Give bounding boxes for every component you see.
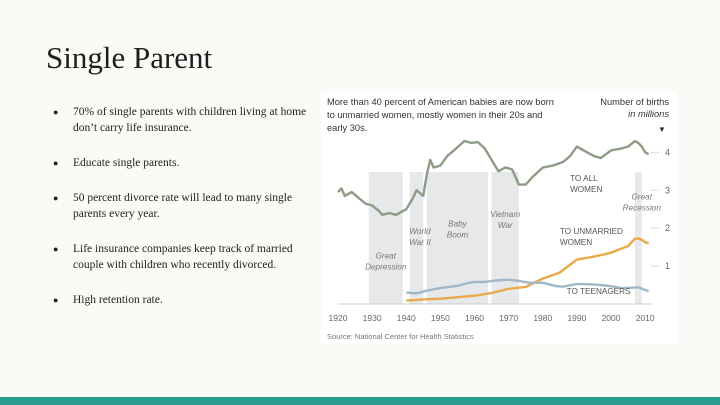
chart-title-line: early 30s. xyxy=(327,123,367,133)
x-tick-label: 1920 xyxy=(329,313,348,323)
bullet-text: 50 percent divorce rate will lead to man… xyxy=(73,192,293,220)
event-label: Depression xyxy=(365,263,407,272)
event-label: War II xyxy=(409,238,431,247)
x-tick-label: 1950 xyxy=(431,313,450,323)
series-line-1 xyxy=(406,237,649,302)
bullet-item: ● 70% of single parents with children liv… xyxy=(50,104,315,136)
x-tick-label: 1940 xyxy=(397,313,416,323)
event-label: Great xyxy=(632,193,653,202)
series-line-0 xyxy=(337,139,650,217)
series-label: WOMEN xyxy=(570,185,602,194)
x-tick-label: 2000 xyxy=(602,313,621,323)
x-tick-label: 2010 xyxy=(636,313,655,323)
down-arrow-icon: ▼ xyxy=(658,125,666,134)
chart-title-line: to unmarried women, mostly women in thei… xyxy=(327,110,542,120)
series-line-2 xyxy=(406,278,649,295)
event-band xyxy=(368,172,403,304)
bullet-item: ● High retention rate. xyxy=(50,292,315,308)
chart-source: Source: National Center for Health Stati… xyxy=(327,332,474,341)
bullet-list: ● 70% of single parents with children liv… xyxy=(50,104,315,308)
bullet-dot-icon: ● xyxy=(53,193,59,203)
bullet-item: ● Educate single parents. xyxy=(50,155,315,171)
event-band xyxy=(491,172,519,304)
bullet-text: Educate single parents. xyxy=(73,157,180,169)
chart-title-line: More than 40 percent of American babies … xyxy=(327,97,554,107)
bottom-accent-bar xyxy=(0,397,720,405)
series-label: TO UNMARRIED xyxy=(560,227,623,236)
series-label: WOMEN xyxy=(560,238,592,247)
y-axis-label-line: Number of births xyxy=(600,97,669,107)
x-tick-label: 1970 xyxy=(499,313,518,323)
births-chart-svg: 1920 1930 1940 1950 1960 1970 1980 1990 2000 2010… xyxy=(327,97,670,341)
y-tick-label: 3 xyxy=(665,185,670,195)
event-label: Vietnam xyxy=(490,210,520,219)
y-tick-label: 1 xyxy=(665,261,670,271)
x-tick-label: 1990 xyxy=(567,313,586,323)
bullet-dot-icon: ● xyxy=(53,244,59,254)
bullet-dot-icon: ● xyxy=(53,295,59,305)
event-label: War xyxy=(498,221,513,230)
bullet-text: 70% of single parents with children livi… xyxy=(73,106,307,134)
bullet-text: Life insurance companies keep track of m… xyxy=(73,243,293,271)
births-chart: 1920 1930 1940 1950 1960 1970 1980 1990 2000 2010… xyxy=(321,92,677,344)
bullet-dot-icon: ● xyxy=(53,107,59,117)
bullet-dot-icon: ● xyxy=(53,158,59,168)
event-label: Recession xyxy=(623,204,662,213)
y-axis-label-line: in millions xyxy=(628,109,669,119)
bullet-item: ● 50 percent divorce rate will lead to ma… xyxy=(50,190,315,222)
event-label: World xyxy=(409,227,431,236)
slide-title: Single Parent xyxy=(46,40,213,75)
y-tick-label: 4 xyxy=(665,147,670,157)
series-label: TO ALL xyxy=(570,174,598,183)
x-tick-label: 1930 xyxy=(363,313,382,323)
event-label: Boom xyxy=(447,230,469,239)
x-tick-label: 1980 xyxy=(533,313,552,323)
bullet-text: High retention rate. xyxy=(73,294,163,306)
y-tick-label: 2 xyxy=(665,223,670,233)
event-label: Great xyxy=(376,252,397,261)
event-band xyxy=(409,172,424,304)
bullet-item: ● Life insurance companies keep track of … xyxy=(50,241,315,273)
event-label: Baby xyxy=(448,219,468,228)
x-tick-label: 1960 xyxy=(465,313,484,323)
series-label: TO TEENAGERS xyxy=(567,287,631,296)
